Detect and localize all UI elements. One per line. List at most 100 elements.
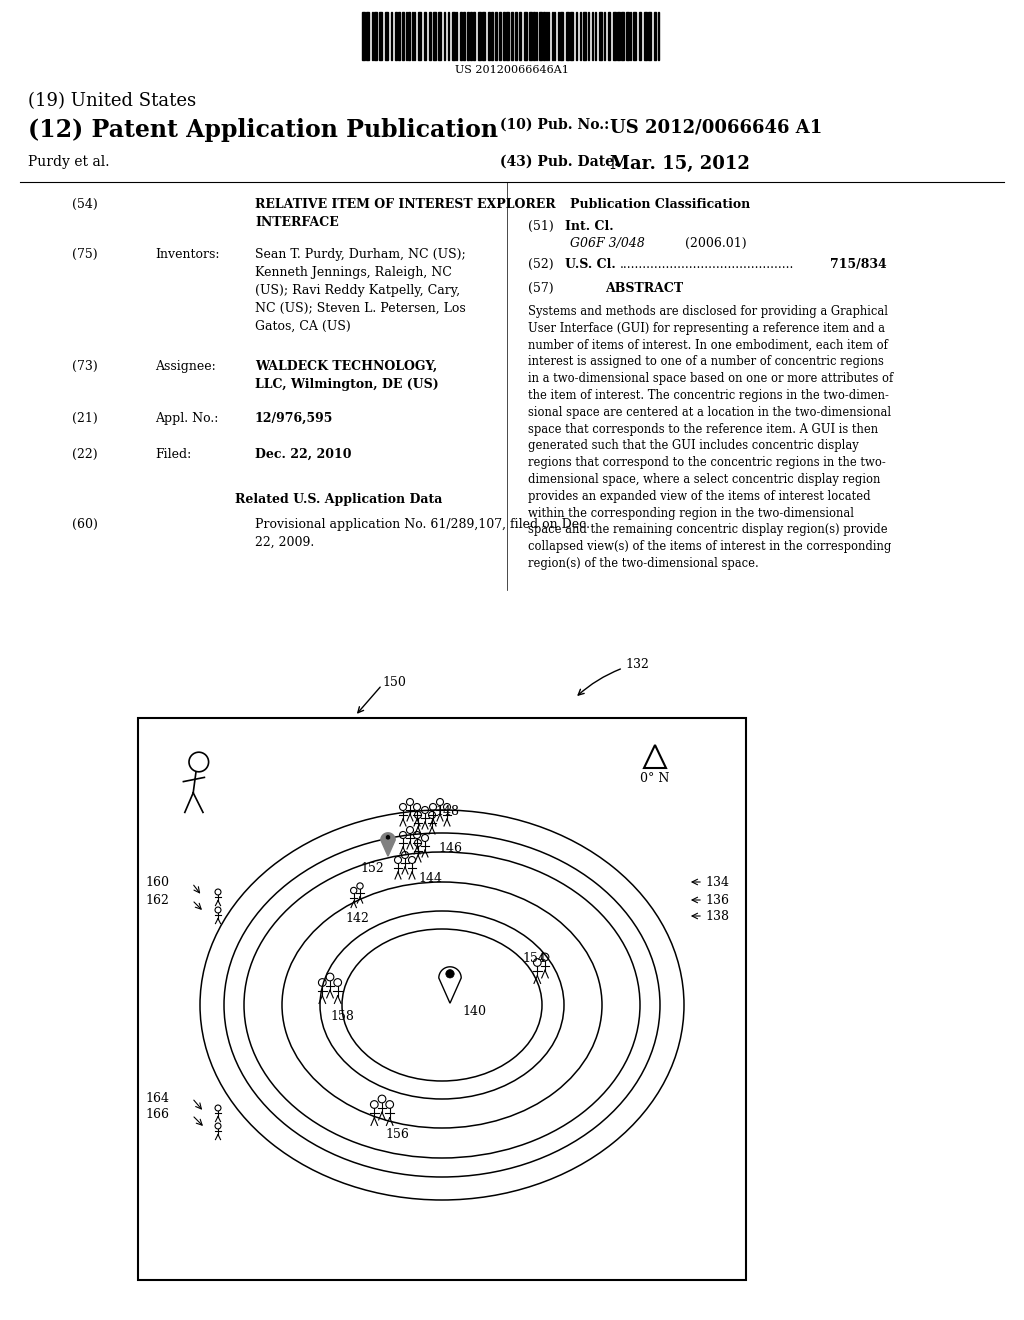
- Bar: [539, 12, 542, 59]
- Bar: [648, 12, 651, 59]
- Text: 134: 134: [705, 875, 729, 888]
- Circle shape: [445, 970, 455, 978]
- Text: 150: 150: [382, 676, 406, 689]
- Text: 148: 148: [435, 805, 459, 818]
- Bar: [395, 12, 397, 59]
- Text: 142: 142: [345, 912, 369, 925]
- Bar: [613, 12, 616, 59]
- Bar: [467, 12, 469, 59]
- Bar: [608, 12, 610, 59]
- Bar: [452, 12, 455, 59]
- Text: Publication Classification: Publication Classification: [570, 198, 751, 211]
- Circle shape: [385, 834, 391, 840]
- Text: Provisional application No. 61/289,107, filed on Dec.
22, 2009.: Provisional application No. 61/289,107, …: [255, 517, 590, 549]
- Text: 156: 156: [385, 1129, 409, 1140]
- Text: 162: 162: [145, 894, 169, 907]
- Bar: [617, 12, 620, 59]
- Text: (21): (21): [72, 412, 97, 425]
- Bar: [529, 12, 532, 59]
- Text: (19) United States: (19) United States: [28, 92, 197, 110]
- Text: (75): (75): [72, 248, 97, 261]
- Bar: [488, 12, 490, 59]
- Text: 136: 136: [705, 894, 729, 907]
- Bar: [490, 12, 493, 59]
- Bar: [570, 12, 573, 59]
- Bar: [379, 12, 382, 59]
- Bar: [429, 12, 431, 59]
- Bar: [438, 12, 441, 59]
- Bar: [621, 12, 624, 59]
- Text: US 2012/0066646 A1: US 2012/0066646 A1: [610, 117, 822, 136]
- Text: 715/834: 715/834: [830, 257, 887, 271]
- Bar: [511, 12, 513, 59]
- Bar: [519, 12, 521, 59]
- Text: (52): (52): [528, 257, 554, 271]
- Bar: [362, 12, 365, 59]
- Text: 146: 146: [438, 842, 462, 855]
- Text: 0° N: 0° N: [640, 772, 670, 785]
- Text: 144: 144: [418, 873, 442, 884]
- Text: 152: 152: [360, 862, 384, 875]
- Polygon shape: [439, 966, 461, 1003]
- Text: Dec. 22, 2010: Dec. 22, 2010: [255, 447, 351, 461]
- Text: (51): (51): [528, 220, 554, 234]
- Text: 166: 166: [145, 1109, 169, 1122]
- Text: (2006.01): (2006.01): [685, 238, 746, 249]
- Bar: [478, 12, 481, 59]
- Bar: [495, 12, 497, 59]
- Text: (22): (22): [72, 447, 97, 461]
- Bar: [408, 12, 410, 59]
- Bar: [566, 12, 569, 59]
- Text: U.S. Cl.: U.S. Cl.: [565, 257, 615, 271]
- Text: Purdy et al.: Purdy et al.: [28, 154, 110, 169]
- Text: (12) Patent Application Publication: (12) Patent Application Publication: [28, 117, 498, 143]
- Text: 158: 158: [330, 1010, 354, 1023]
- Text: (73): (73): [72, 360, 97, 374]
- Text: Filed:: Filed:: [155, 447, 191, 461]
- Text: Systems and methods are disclosed for providing a Graphical
User Interface (GUI): Systems and methods are disclosed for pr…: [528, 305, 893, 570]
- Bar: [366, 12, 369, 59]
- Bar: [402, 12, 404, 59]
- Text: 164: 164: [145, 1092, 169, 1105]
- Text: Assignee:: Assignee:: [155, 360, 216, 374]
- Bar: [506, 12, 509, 59]
- Text: (43) Pub. Date:: (43) Pub. Date:: [500, 154, 620, 169]
- Text: (60): (60): [72, 517, 98, 531]
- Bar: [524, 12, 527, 59]
- Bar: [503, 12, 505, 59]
- Text: (57): (57): [528, 282, 554, 294]
- Bar: [560, 12, 563, 59]
- Text: 160: 160: [145, 876, 169, 890]
- Text: .............................................: ........................................…: [620, 257, 795, 271]
- Text: Mar. 15, 2012: Mar. 15, 2012: [610, 154, 750, 173]
- Bar: [482, 12, 485, 59]
- Text: 140: 140: [462, 1005, 486, 1018]
- Bar: [639, 12, 641, 59]
- Bar: [499, 12, 501, 59]
- Bar: [470, 12, 472, 59]
- Bar: [433, 12, 436, 59]
- Bar: [583, 12, 586, 59]
- Text: Int. Cl.: Int. Cl.: [565, 220, 613, 234]
- Bar: [385, 12, 388, 59]
- Bar: [374, 12, 377, 59]
- Bar: [398, 12, 400, 59]
- Text: 12/976,595: 12/976,595: [255, 412, 334, 425]
- Text: ABSTRACT: ABSTRACT: [605, 282, 683, 294]
- Bar: [543, 12, 545, 59]
- Text: 138: 138: [705, 909, 729, 923]
- Text: Inventors:: Inventors:: [155, 248, 219, 261]
- Text: RELATIVE ITEM OF INTEREST EXPLORER
INTERFACE: RELATIVE ITEM OF INTEREST EXPLORER INTER…: [255, 198, 556, 228]
- Text: Appl. No.:: Appl. No.:: [155, 412, 218, 425]
- Bar: [626, 12, 629, 59]
- Bar: [644, 12, 647, 59]
- Text: (10) Pub. No.:: (10) Pub. No.:: [500, 117, 609, 132]
- Bar: [138, 718, 746, 1280]
- Text: G06F 3/048: G06F 3/048: [570, 238, 645, 249]
- Text: (54): (54): [72, 198, 97, 211]
- Bar: [460, 12, 462, 59]
- Bar: [424, 12, 426, 59]
- Text: WALDECK TECHNOLOGY,
LLC, Wilmington, DE (US): WALDECK TECHNOLOGY, LLC, Wilmington, DE …: [255, 360, 438, 391]
- Bar: [654, 12, 656, 59]
- Bar: [633, 12, 636, 59]
